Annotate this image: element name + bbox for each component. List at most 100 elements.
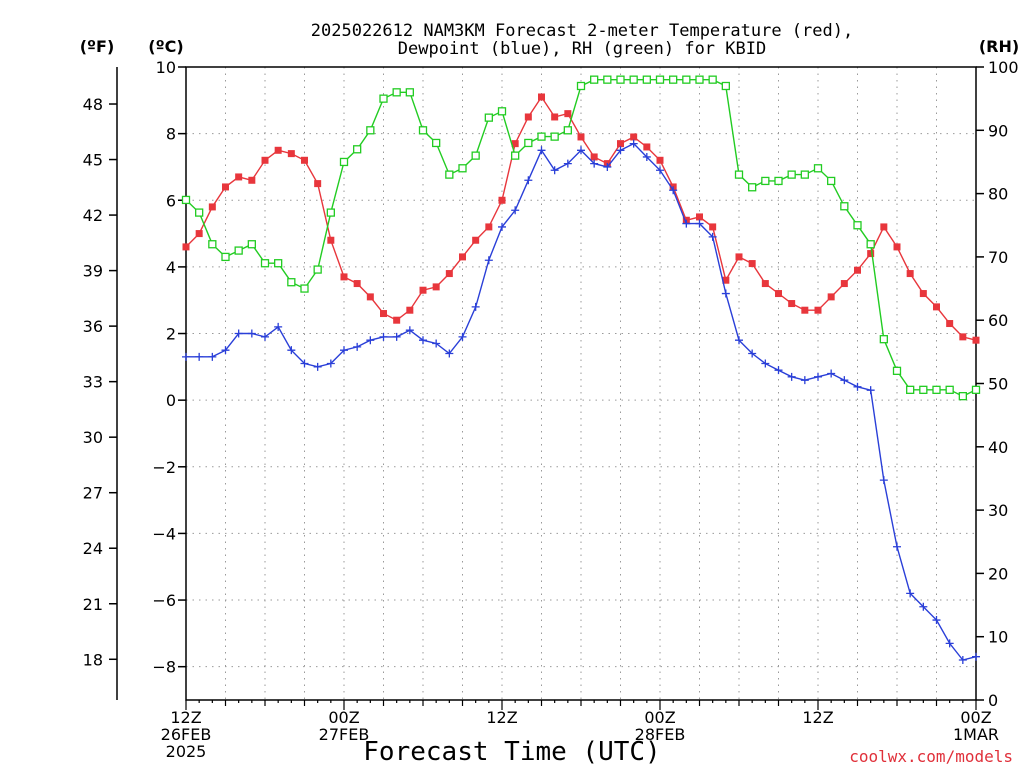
dewpoint-point — [906, 589, 915, 598]
rh-point — [669, 75, 678, 84]
rh-point — [418, 126, 428, 135]
chart-title-line2: Dewpoint (blue), RH (green) for KBID — [398, 39, 766, 59]
x-tick-label: 12Z — [802, 708, 833, 727]
dewpoint-point — [300, 359, 309, 368]
temperature-point — [222, 183, 229, 191]
rh-point — [761, 176, 770, 186]
x-tick-label: 12Z — [486, 708, 517, 727]
rh-point — [827, 176, 836, 186]
dewpoint-point — [247, 329, 256, 338]
fahrenheit-tick-label: 30 — [83, 428, 103, 447]
dewpoint-point — [800, 376, 809, 385]
dewpoint-point — [498, 222, 506, 231]
dewpoint-point — [405, 326, 414, 335]
fahrenheit-tick-label: 24 — [83, 539, 103, 558]
temperature-point — [538, 93, 545, 101]
dewpoint-point — [353, 342, 362, 351]
temperature-point — [840, 280, 848, 288]
rh-point — [787, 170, 796, 179]
temperature-point — [287, 150, 295, 158]
rh-point — [195, 208, 204, 217]
temperature-point — [748, 260, 756, 268]
dewpoint-point — [932, 616, 941, 625]
temperature-point — [933, 303, 940, 311]
rh-point — [339, 157, 349, 167]
temperature-point — [630, 133, 638, 141]
rh-point — [313, 265, 322, 274]
temperature-point — [459, 253, 466, 261]
rh-point — [274, 259, 283, 268]
dewpoint-point — [879, 476, 888, 485]
temperature-point — [366, 293, 374, 301]
dewpoint-point — [261, 332, 269, 341]
temperature-point — [393, 316, 401, 324]
rh-tick-label: 10 — [988, 628, 1008, 647]
dewpoint-point — [484, 256, 493, 265]
rh-point — [721, 81, 730, 91]
temperature-point — [524, 113, 532, 121]
rh-point — [563, 126, 572, 135]
rh-point — [221, 252, 230, 262]
dewpoint-point — [326, 359, 335, 368]
rh-point — [853, 221, 862, 230]
temperature-point — [261, 156, 269, 164]
rh-point — [471, 151, 480, 160]
dewpoint-point — [590, 159, 599, 168]
fahrenheit-tick-label: 33 — [83, 373, 103, 392]
temperature-point — [406, 306, 414, 314]
dewpoint-point — [234, 329, 243, 338]
temperature-point — [195, 230, 203, 238]
dewpoint-point — [208, 352, 217, 361]
dewpoint-point — [629, 139, 638, 148]
rh-point — [326, 208, 335, 217]
temperature-point — [498, 196, 506, 204]
rh-point — [260, 259, 270, 268]
dewpoint-point — [419, 336, 427, 345]
rh-point — [682, 75, 691, 84]
rh-point — [932, 385, 941, 394]
dewpoint-point — [616, 146, 625, 155]
temperature-point — [235, 173, 243, 181]
rh-point — [497, 107, 507, 116]
dewpoint-point — [340, 346, 348, 355]
temperature-point — [274, 146, 282, 154]
temperature-point — [353, 280, 361, 288]
dewpoint-point — [958, 656, 967, 665]
temperature-point — [656, 156, 664, 164]
dewpoint-point — [458, 332, 467, 341]
rh-point — [642, 75, 651, 84]
dewpoint-point — [853, 382, 862, 391]
rh-tick-label: 20 — [988, 564, 1008, 583]
fahrenheit-tick-label: 48 — [83, 95, 103, 114]
x-tick-label: 00Z — [960, 708, 991, 727]
dewpoint-point — [695, 219, 704, 228]
rh-point — [655, 75, 665, 84]
fahrenheit-unit-label: (ºF) — [80, 37, 115, 56]
dewpoint-series — [182, 139, 980, 665]
dewpoint-point — [221, 346, 230, 355]
dewpoint-point — [379, 332, 388, 341]
temperature-point — [788, 300, 796, 308]
rh-tick-label: 0 — [988, 691, 998, 710]
rh-point — [392, 88, 401, 97]
fahrenheit-tick-label: 42 — [83, 206, 103, 225]
dewpoint-point — [814, 372, 822, 381]
temperature-point — [867, 250, 875, 258]
rh-point — [432, 138, 441, 148]
dewpoint-point — [787, 372, 796, 381]
temperature-point — [709, 223, 717, 231]
temperature-point — [801, 306, 809, 314]
x-tick-label: 00Z — [328, 708, 359, 727]
x-tick-label: 1MAR — [953, 725, 999, 744]
rh-point — [300, 284, 309, 293]
temperature-point — [472, 236, 480, 244]
celsius-tick-label: −2 — [152, 458, 176, 477]
temperature-series — [182, 93, 980, 344]
x-axis-title: Forecast Time (UTC) — [363, 737, 660, 767]
dewpoint-point — [366, 336, 375, 345]
rh-point — [181, 195, 191, 205]
rh-point — [353, 145, 362, 154]
dewpoint-point — [274, 322, 283, 331]
celsius-tick-label: −8 — [152, 658, 176, 677]
dewpoint-point — [524, 176, 533, 185]
